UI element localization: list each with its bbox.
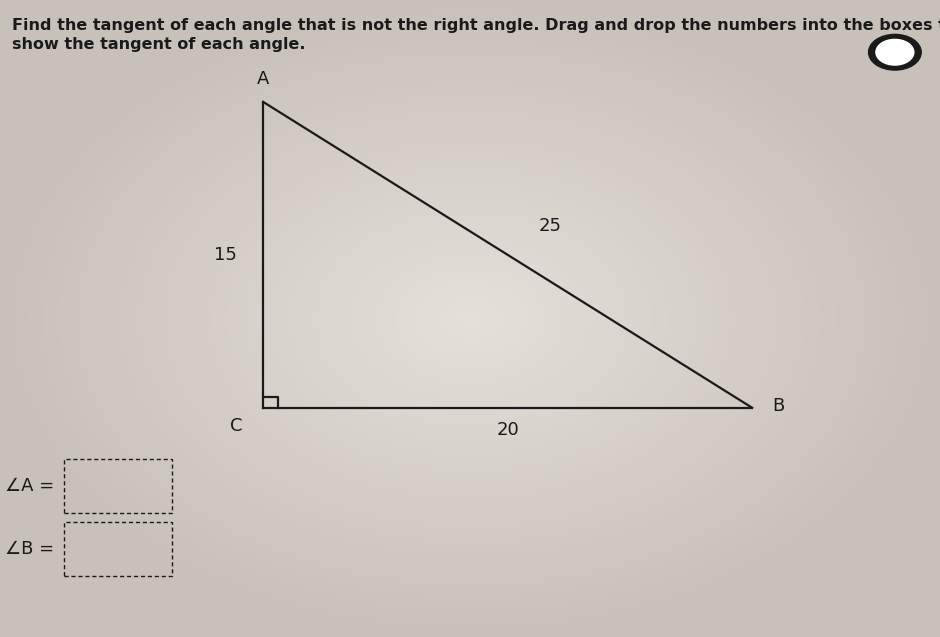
Text: ∠A =: ∠A = — [5, 476, 54, 495]
Text: ∠B =: ∠B = — [5, 540, 54, 559]
Text: 15: 15 — [214, 246, 237, 264]
Text: 20: 20 — [496, 421, 519, 439]
Text: show the tangent of each angle.: show the tangent of each angle. — [12, 37, 306, 52]
Bar — [64, 459, 172, 513]
Text: B: B — [773, 397, 785, 415]
Text: 25: 25 — [539, 217, 561, 235]
Text: Find the tangent of each angle that is not the right angle. Drag and drop the nu: Find the tangent of each angle that is n… — [12, 18, 940, 33]
Circle shape — [869, 34, 921, 70]
Text: A: A — [257, 70, 270, 88]
Text: C: C — [230, 417, 243, 435]
Circle shape — [876, 39, 914, 65]
Bar — [64, 522, 172, 576]
